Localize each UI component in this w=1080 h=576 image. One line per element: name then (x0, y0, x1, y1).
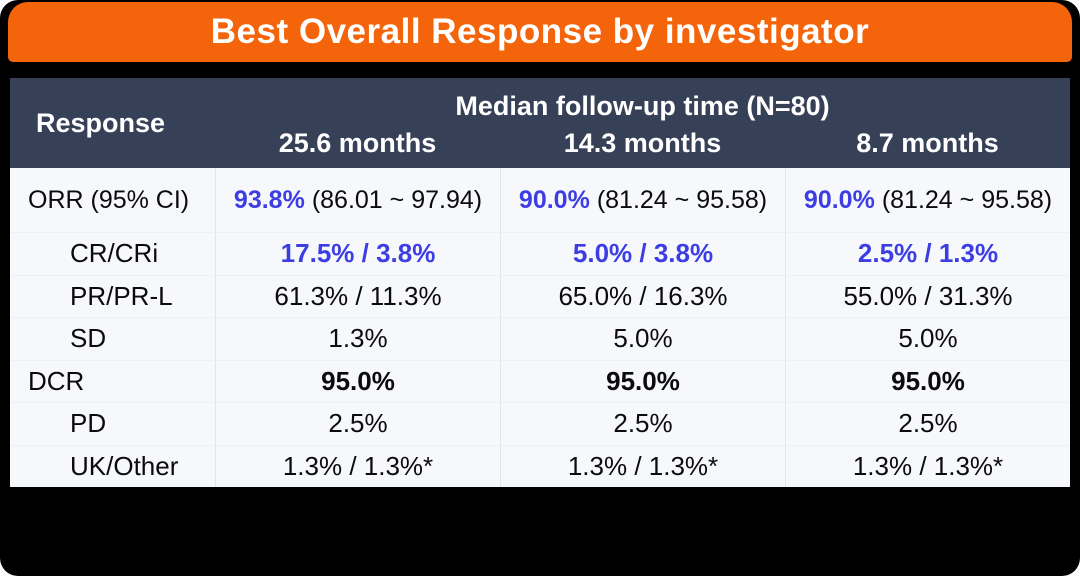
uk-other-cell-3: 1.3% / 1.3%* (785, 445, 1070, 487)
cr-cri-cell-1: 17.5% / 3.8% (215, 233, 500, 275)
pd-cell-1: 2.5% (215, 403, 500, 445)
orr-ci-1: (86.01 ~ 97.94) (311, 185, 483, 214)
uk-other-cell-1: 1.3% / 1.3%* (215, 445, 500, 487)
row-label-pd: PD (70, 408, 107, 439)
orr-pct-2: 90.0% (518, 185, 590, 214)
title-banner: Best Overall Response by investigator (8, 2, 1072, 62)
orr-cell-1: 93.8% (86.01 ~ 97.94) (215, 168, 500, 232)
dcr-cell-3: 95.0% (785, 360, 1070, 402)
dcr-cell-2: 95.0% (500, 360, 785, 402)
followup-header-group: Median follow-up time (N=80) 25.6 months… (215, 78, 1070, 168)
table-header: Response Median follow-up time (N=80) 25… (10, 78, 1070, 168)
column-header-8-7-months: 8.7 months (856, 127, 999, 158)
row-label-sd: SD (70, 323, 107, 354)
table-row-orr: ORR (95% CI) 93.8% (86.01 ~ 97.94) 90.0%… (10, 168, 1070, 232)
orr-pct-1: 93.8% (233, 185, 305, 214)
group-header-median-followup: Median follow-up time (N=80) (455, 91, 830, 121)
sd-cell-2: 5.0% (500, 318, 785, 360)
table-row-dcr: DCR 95.0% 95.0% 95.0% (10, 359, 1070, 402)
orr-ci-3: (81.24 ~ 95.58) (881, 185, 1053, 214)
dcr-cell-1: 95.0% (215, 360, 500, 402)
table-body: ORR (95% CI) 93.8% (86.01 ~ 97.94) 90.0%… (10, 168, 1070, 487)
table-row-pr-prl: PR/PR-L 61.3% / 11.3% 65.0% / 16.3% 55.0… (10, 274, 1070, 317)
orr-ci-2: (81.24 ~ 95.58) (596, 185, 768, 214)
row-label-cr-cri: CR/CRi (70, 238, 159, 269)
orr-cell-2: 90.0% (81.24 ~ 95.58) (500, 168, 785, 232)
sd-cell-1: 1.3% (215, 318, 500, 360)
slide-title: Best Overall Response by investigator (210, 12, 870, 51)
month-columns: 25.6 months 14.3 months 8.7 months (215, 122, 1070, 168)
sd-cell-3: 5.0% (785, 318, 1070, 360)
column-header-response: Response (36, 107, 166, 138)
pr-prl-cell-2: 65.0% / 16.3% (500, 275, 785, 317)
row-label-orr: ORR (95% CI) (28, 185, 190, 214)
table-row-cr-cri: CR/CRi 17.5% / 3.8% 5.0% / 3.8% 2.5% / 1… (10, 232, 1070, 275)
pd-cell-3: 2.5% (785, 403, 1070, 445)
column-header-14-3-months: 14.3 months (563, 127, 722, 158)
orr-cell-3: 90.0% (81.24 ~ 95.58) (785, 168, 1070, 232)
pr-prl-cell-1: 61.3% / 11.3% (215, 275, 500, 317)
row-label-pr-prl: PR/PR-L (70, 280, 173, 311)
table-row-uk-other: UK/Other 1.3% / 1.3%* 1.3% / 1.3%* 1.3% … (10, 444, 1070, 487)
uk-other-cell-2: 1.3% / 1.3%* (500, 445, 785, 487)
pr-prl-cell-3: 55.0% / 31.3% (785, 275, 1070, 317)
orr-pct-3: 90.0% (803, 185, 875, 214)
row-label-dcr: DCR (28, 365, 85, 396)
pd-cell-2: 2.5% (500, 403, 785, 445)
column-header-25-6-months: 25.6 months (278, 127, 437, 158)
table-row-sd: SD 1.3% 5.0% 5.0% (10, 317, 1070, 360)
table-row-pd: PD 2.5% 2.5% 2.5% (10, 402, 1070, 445)
row-label-uk-other: UK/Other (70, 450, 179, 481)
cr-cri-cell-3: 2.5% / 1.3% (785, 233, 1070, 275)
cr-cri-cell-2: 5.0% / 3.8% (500, 233, 785, 275)
